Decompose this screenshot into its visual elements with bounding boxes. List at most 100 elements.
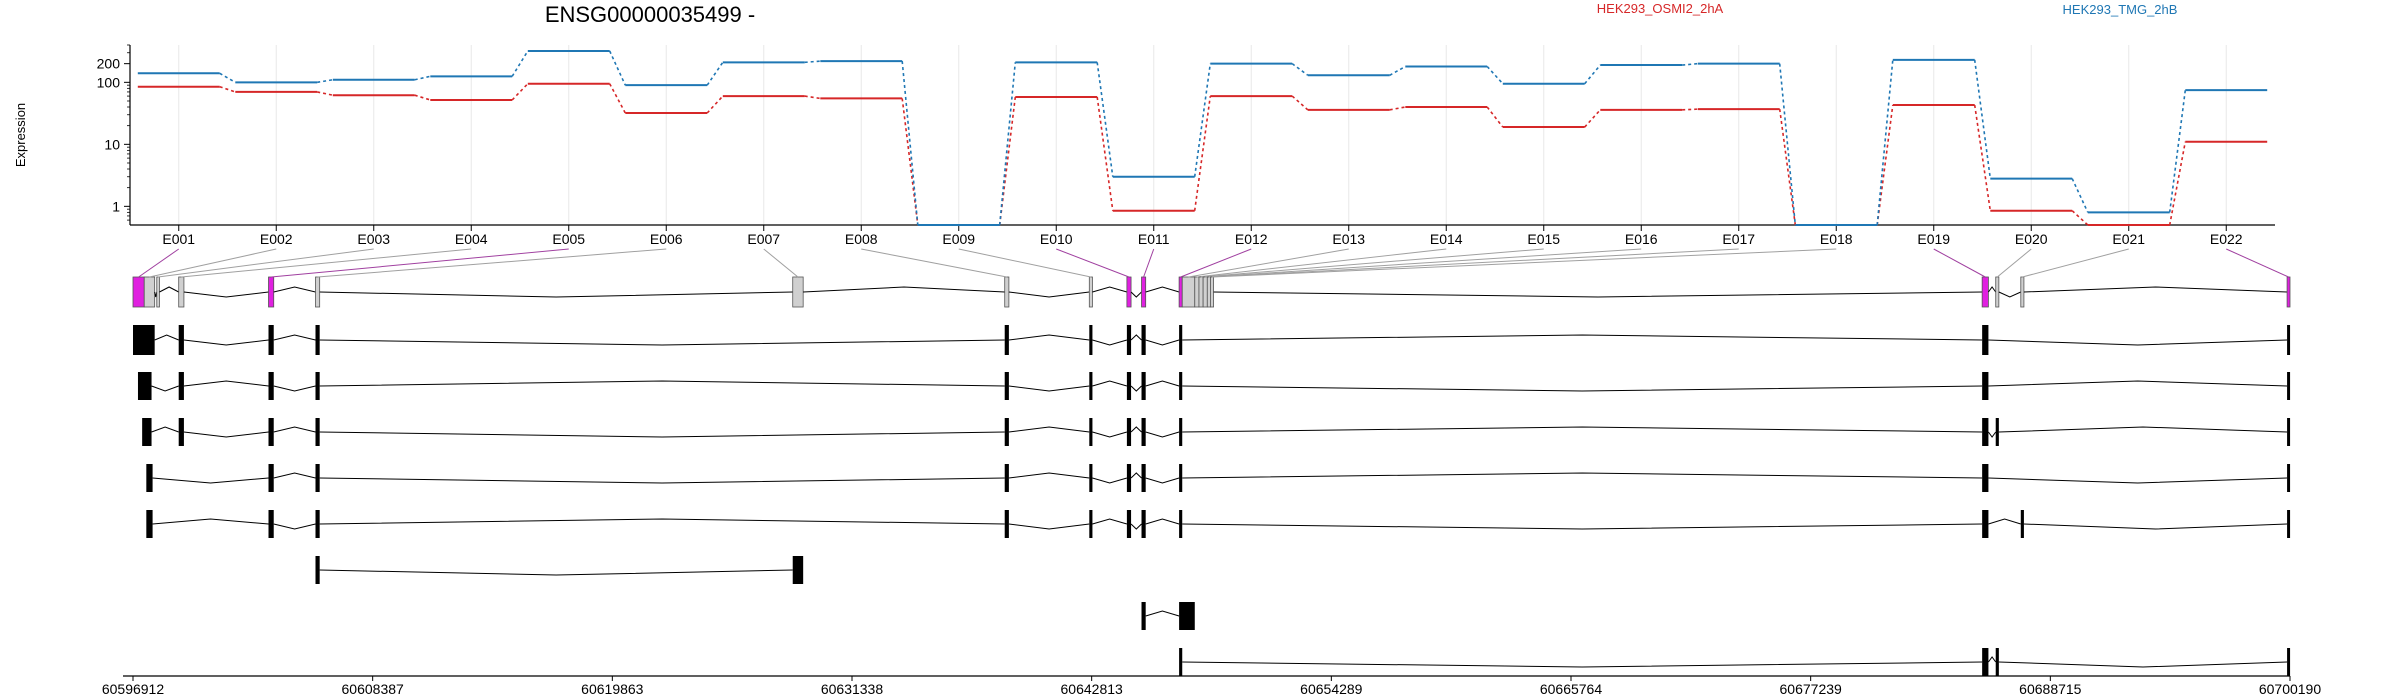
exon-bin-E005	[269, 277, 274, 307]
gene-model: 60596912 60608387 60619863 60631338 60642813…	[102, 249, 2322, 697]
transcript-intron	[1988, 381, 2287, 386]
transcript-intron	[320, 478, 1005, 483]
exon-connector	[861, 249, 1007, 277]
intron-line	[320, 292, 793, 297]
series-osmi2-connector	[2170, 142, 2186, 225]
transcript-intron	[1146, 381, 1179, 386]
transcript-exon	[315, 325, 319, 355]
x-tick-label: E007	[747, 231, 780, 247]
transcript-intron	[153, 519, 269, 524]
transcript-exon	[793, 556, 803, 584]
intron-line	[1092, 287, 1126, 292]
exon-bin-E007	[793, 277, 803, 307]
series-osmi2-connector	[2072, 211, 2088, 225]
transcript-exon	[1179, 510, 1182, 538]
transcript-intron	[1146, 340, 1179, 345]
series-osmi2-connector	[1682, 109, 1698, 110]
y-tick-label: 200	[97, 56, 121, 72]
series-tmg-connector	[220, 73, 236, 82]
transcript-intron	[1999, 662, 2287, 667]
exon-bin-E013	[1182, 277, 1195, 307]
transcript-intron	[1146, 519, 1179, 524]
transcript-exon	[315, 418, 319, 446]
transcript-exon	[1005, 510, 1009, 538]
exon-bin-E002	[144, 277, 154, 307]
transcript-exon	[1089, 464, 1092, 492]
x-tick-label: E010	[1040, 231, 1073, 247]
transcript-exon	[269, 418, 274, 446]
exon-bin-E014	[1195, 277, 1199, 307]
transcript-intron	[1131, 427, 1141, 432]
transcript-exon	[315, 510, 319, 538]
transcript-intron	[1092, 340, 1126, 345]
y-tick-label: 100	[97, 74, 121, 90]
transcript-exon	[146, 510, 152, 538]
transcript-intron	[1999, 427, 2287, 432]
transcript-exon	[1179, 464, 1182, 492]
exon-bin-E011	[1142, 277, 1146, 307]
series-tmg-connector	[512, 51, 528, 76]
intron-line	[2024, 287, 2287, 292]
transcript-exon	[2287, 510, 2290, 538]
transcript-intron	[1146, 478, 1179, 483]
x-tick-label: E006	[650, 231, 683, 247]
series-osmi2-connector	[512, 84, 528, 100]
series-tmg-connector	[610, 51, 626, 85]
series-osmi2-connector	[1585, 110, 1601, 127]
transcript-intron	[1131, 386, 1141, 391]
intron-line	[184, 292, 269, 297]
y-tick-label: 10	[104, 136, 120, 152]
transcript-intron	[184, 381, 269, 386]
exon-bin-E022	[2287, 277, 2290, 307]
transcript-exon	[1142, 418, 1146, 446]
exon-connector	[1201, 249, 1544, 277]
transcript-exon	[1142, 464, 1146, 492]
transcript-exon	[138, 372, 152, 400]
transcript-intron	[274, 427, 316, 432]
series-tmg-connector	[1292, 64, 1308, 76]
x-tick-label: E014	[1430, 231, 1463, 247]
plot-area: 1 10 100 200 E001 E002 E003 E004 E005 E006 E007 E00…	[97, 45, 2275, 247]
series-osmi2-connector	[1195, 96, 1211, 211]
transcript-intron	[2024, 524, 2287, 529]
x-tick-label: E017	[1722, 231, 1755, 247]
series-osmi2-connector	[1292, 96, 1308, 110]
transcript-intron	[320, 381, 1005, 386]
exon-bin-E008	[1005, 277, 1009, 307]
transcript-intron	[320, 340, 1005, 345]
transcript-intron	[1092, 519, 1126, 524]
exon-connector	[1181, 249, 1252, 277]
series-osmi2-connector	[610, 84, 626, 113]
transcript-exon	[1127, 510, 1131, 538]
x-tick-label: E002	[260, 231, 293, 247]
series-osmi2-connector	[805, 96, 821, 98]
transcript-exon	[269, 372, 274, 400]
exon-connector	[1997, 249, 2031, 277]
genome-tick-label: 60619863	[581, 681, 644, 697]
exon-bin-E010	[1127, 277, 1131, 307]
series-tmg-connector	[415, 76, 431, 79]
x-tick-label: E021	[2112, 231, 2145, 247]
transcript-intron	[1092, 478, 1126, 483]
exon-connector	[181, 249, 471, 277]
transcript-intron	[320, 432, 1005, 437]
exon-connector	[1056, 249, 1129, 277]
transcript-exon	[2287, 418, 2290, 446]
exon-connector	[1934, 249, 1986, 277]
series-tmg-connector	[902, 61, 918, 225]
transcript-intron	[320, 519, 1005, 524]
series-tmg-connector	[1097, 62, 1113, 176]
x-tick-label: E016	[1625, 231, 1658, 247]
x-tick-label: E001	[162, 231, 195, 247]
series-tmg-connector	[1487, 67, 1503, 84]
x-tick-label: E018	[1820, 231, 1853, 247]
transcript-intron	[1131, 524, 1141, 529]
genome-tick-label: 60608387	[342, 681, 405, 697]
transcript-intron	[184, 340, 269, 345]
transcript-exon	[1179, 325, 1182, 355]
transcript-intron	[1146, 432, 1179, 437]
transcript-exon	[179, 418, 184, 446]
transcript-exon	[1005, 372, 1009, 400]
